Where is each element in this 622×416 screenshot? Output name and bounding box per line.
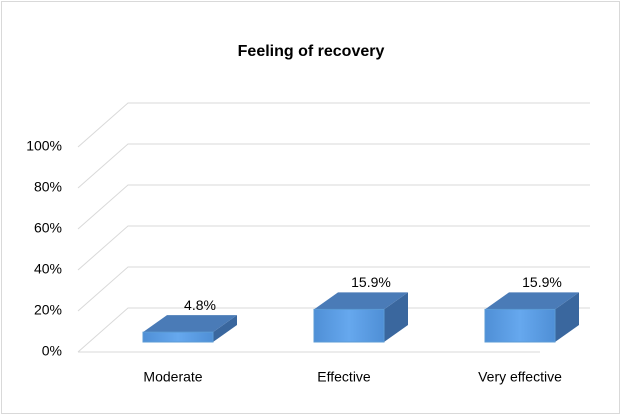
bar-top — [485, 292, 579, 310]
y-tick-label: 40% — [34, 261, 62, 277]
bar — [142, 315, 237, 343]
grid-line — [77, 102, 590, 148]
y-tick-label: 60% — [34, 220, 62, 236]
value-label: 15.9% — [351, 274, 391, 290]
y-tick-label: 20% — [34, 302, 62, 318]
grid-line — [77, 184, 590, 230]
chart-title: Feeling of recovery — [238, 43, 385, 60]
bar — [313, 292, 408, 343]
y-tick-label: 0% — [42, 343, 62, 359]
grid-line — [77, 266, 590, 312]
x-tick-label: Effective — [317, 369, 371, 385]
bar-side — [384, 292, 408, 342]
bar — [484, 292, 579, 343]
bar-front — [313, 308, 385, 343]
grid-line — [77, 307, 590, 353]
value-label: 4.8% — [184, 297, 216, 313]
bar-side — [213, 315, 237, 342]
y-tick-label: 100% — [26, 138, 62, 154]
x-tick-label: Very effective — [478, 369, 562, 385]
bar-side — [555, 292, 579, 342]
grid-line — [77, 225, 590, 271]
bar-front — [484, 308, 556, 343]
y-tick-label: 80% — [34, 179, 62, 195]
bar-front — [142, 331, 214, 343]
bar-top — [314, 292, 408, 310]
grid-line — [77, 143, 590, 189]
bar-top — [143, 315, 237, 333]
value-label: 15.9% — [522, 274, 562, 290]
x-tick-label: Moderate — [143, 369, 202, 385]
